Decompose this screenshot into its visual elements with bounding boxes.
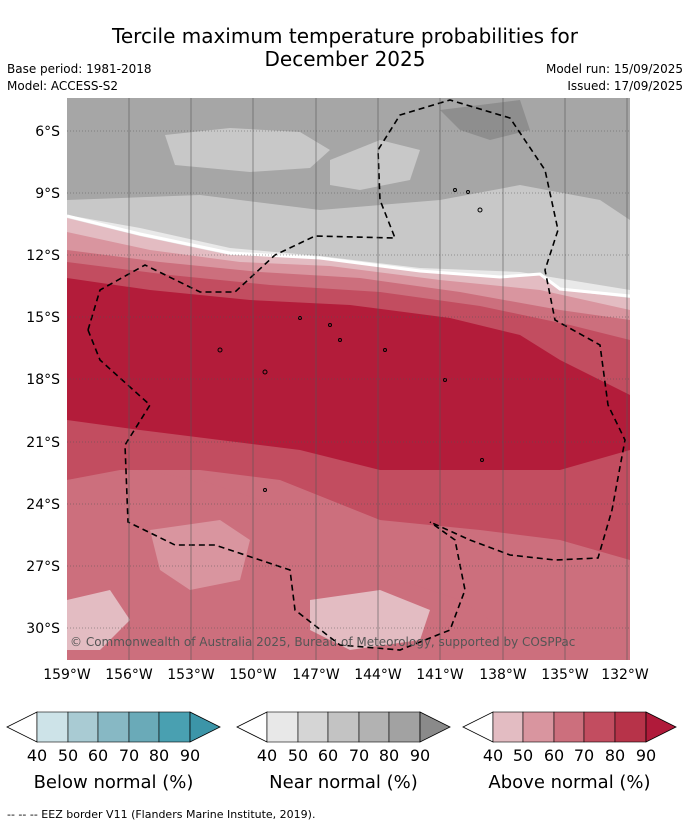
map-title-line1: Tercile maximum temperature probabilitie… (112, 24, 578, 48)
lon-label: 132°W (601, 667, 649, 683)
copyright-notice: © Commonwealth of Australia 2025, Bureau… (70, 635, 575, 649)
tick-label: 50 (57, 746, 79, 765)
meridians (128, 98, 628, 660)
lat-label: 24°S (26, 497, 60, 513)
lat-label: 9°S (35, 186, 60, 202)
category-boundary (67, 214, 630, 298)
near-darker-patch (440, 100, 530, 140)
above-40-patch (67, 590, 130, 650)
lon-label: 153°W (167, 667, 215, 683)
above-40-patch (310, 590, 430, 650)
above-80-field (67, 278, 630, 470)
island-outlines (217, 188, 484, 492)
legend-near (236, 711, 451, 743)
lat-label: 18°S (26, 372, 60, 388)
tick-label: 60 (543, 746, 565, 765)
tick-label: 70 (573, 746, 595, 765)
tick-label: 90 (179, 746, 201, 765)
lon-label: 144°W (354, 667, 402, 683)
above-50-patch (150, 520, 250, 590)
gridlines (67, 130, 630, 629)
lon-label: 156°W (105, 667, 153, 683)
longitude-labels: 159°W 156°W 153°W 150°W 147°W 144°W 141°… (43, 667, 649, 683)
tick-label: 80 (378, 746, 400, 765)
issued-date: Issued: 17/09/2025 (567, 79, 683, 93)
lat-label: 15°S (26, 310, 60, 326)
tick-label: 50 (287, 746, 309, 765)
tick-label: 40 (482, 746, 504, 765)
tick-label: 90 (635, 746, 657, 765)
eez-border (87, 329, 466, 651)
legend-below-label: Below normal (%) (33, 772, 194, 793)
base-period: Base period: 1981-2018 (7, 62, 152, 76)
lat-label: 6°S (35, 124, 60, 140)
lon-label: 138°W (479, 667, 527, 683)
tick-label: 80 (148, 746, 170, 765)
tick-label: 60 (87, 746, 109, 765)
model-run: Model run: 15/09/2025 (545, 62, 683, 76)
lon-label: 150°W (229, 667, 277, 683)
lat-label: 21°S (26, 435, 60, 451)
tick-label: 60 (317, 746, 339, 765)
map-title-line2: December 2025 (264, 47, 426, 71)
lon-label: 159°W (43, 667, 91, 683)
legend-above-label: Above normal (%) (488, 772, 651, 793)
tick-label: 90 (409, 746, 431, 765)
tick-label: 40 (256, 746, 278, 765)
lat-label: 30°S (26, 621, 60, 637)
tick-label: 70 (118, 746, 140, 765)
lon-label: 147°W (292, 667, 340, 683)
tick-label: 40 (26, 746, 48, 765)
legend-below (6, 711, 221, 743)
probability-fields: © Commonwealth of Australia 2025, Bureau… (67, 98, 630, 660)
lat-label: 12°S (26, 248, 60, 264)
lon-label: 141°W (416, 667, 464, 683)
legend-near-label: Near normal (%) (269, 772, 418, 793)
lon-label: 135°W (541, 667, 589, 683)
tick-label: 80 (604, 746, 626, 765)
tick-label: 70 (348, 746, 370, 765)
latitude-labels: 6°S 9°S 12°S 15°S 18°S 21°S 24°S 27°S 30… (26, 124, 60, 637)
model-name: Model: ACCESS-S2 (7, 79, 119, 93)
near-lighter-patch (330, 140, 420, 190)
lat-label: 27°S (26, 559, 60, 575)
near-lighter-patch (165, 128, 330, 172)
eez-footnote: -- -- -- EEZ border V11 (Flanders Marine… (7, 808, 316, 821)
tick-label: 50 (512, 746, 534, 765)
legend-above (462, 711, 677, 743)
